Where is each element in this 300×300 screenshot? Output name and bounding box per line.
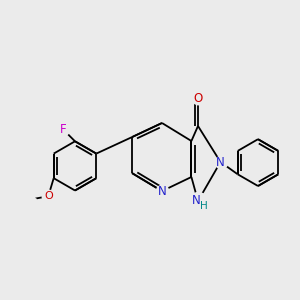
Text: O: O xyxy=(44,191,53,201)
Text: H: H xyxy=(200,201,208,212)
Text: N: N xyxy=(158,184,166,198)
Text: N: N xyxy=(192,194,201,208)
Text: O: O xyxy=(194,92,202,105)
Text: F: F xyxy=(60,123,66,136)
Text: N: N xyxy=(216,155,225,169)
